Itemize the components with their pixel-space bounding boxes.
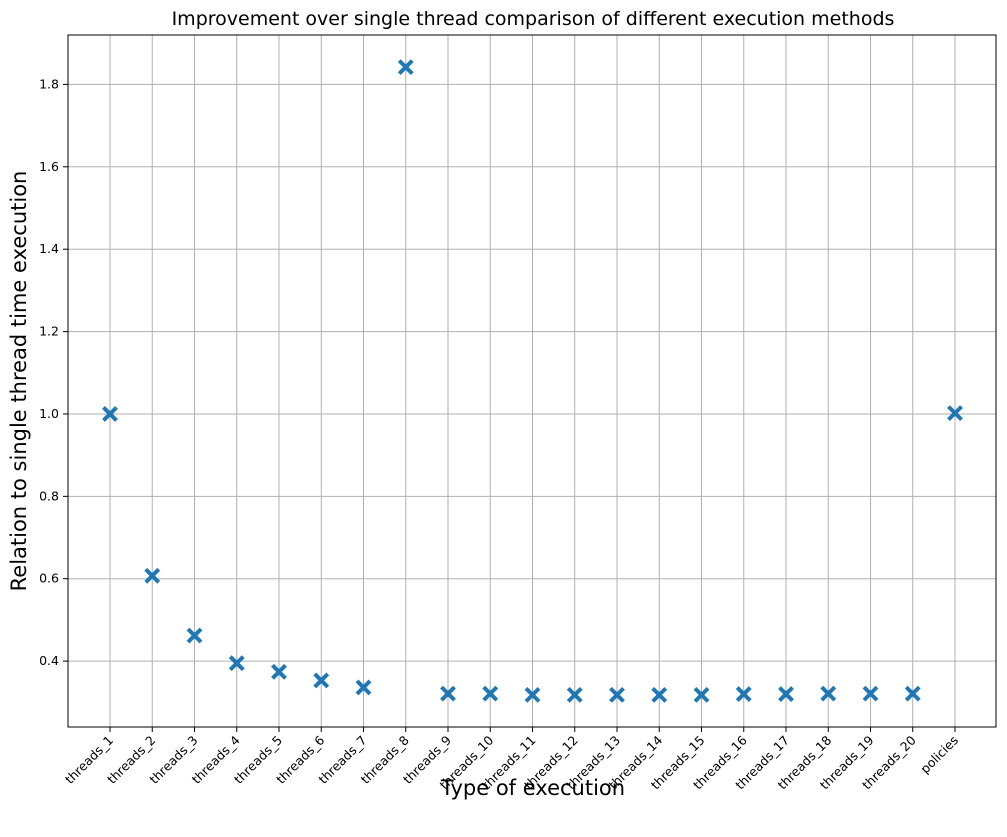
data-point-marker [271,663,287,680]
y-tick-label: 0.8 [39,488,59,503]
chart-title: Improvement over single thread compariso… [172,8,895,30]
x-tick-label: policies [917,733,961,777]
data-point-marker [440,685,456,702]
data-point-marker [609,686,625,703]
y-tick-label: 1.2 [39,324,59,339]
y-tick-label: 0.4 [39,653,59,668]
plot-area-frame [67,34,997,728]
data-point-marker [102,406,118,422]
y-tick-label: 1.0 [39,406,59,421]
data-point-marker [397,59,414,76]
data-point-marker [820,685,837,702]
y-tick-label: 1.4 [39,241,59,256]
data-point-marker [947,405,963,422]
data-point-marker [566,686,583,703]
grid-lines [68,35,996,727]
y-tick-label: 1.8 [39,76,59,91]
data-points [102,59,963,703]
x-axis-label: Type of execution [440,776,625,800]
data-point-marker [735,686,752,702]
data-point-marker [693,686,710,703]
data-point-marker [228,655,245,672]
data-point-marker [904,685,921,702]
data-point-marker [355,679,372,696]
y-axis-label: Relation to single thread time execution [7,171,31,592]
data-point-marker [186,627,203,644]
data-point-marker [651,686,668,703]
data-point-marker [524,686,541,703]
y-tick-label: 1.6 [39,159,59,174]
data-point-marker [313,672,330,689]
data-point-marker [482,685,499,702]
data-point-marker [144,567,161,584]
axis-ticks: threads_1threads_2threads_3threads_4thre… [39,76,961,792]
y-tick-label: 0.6 [39,571,59,586]
data-point-marker [778,686,794,702]
data-point-marker [862,685,879,702]
